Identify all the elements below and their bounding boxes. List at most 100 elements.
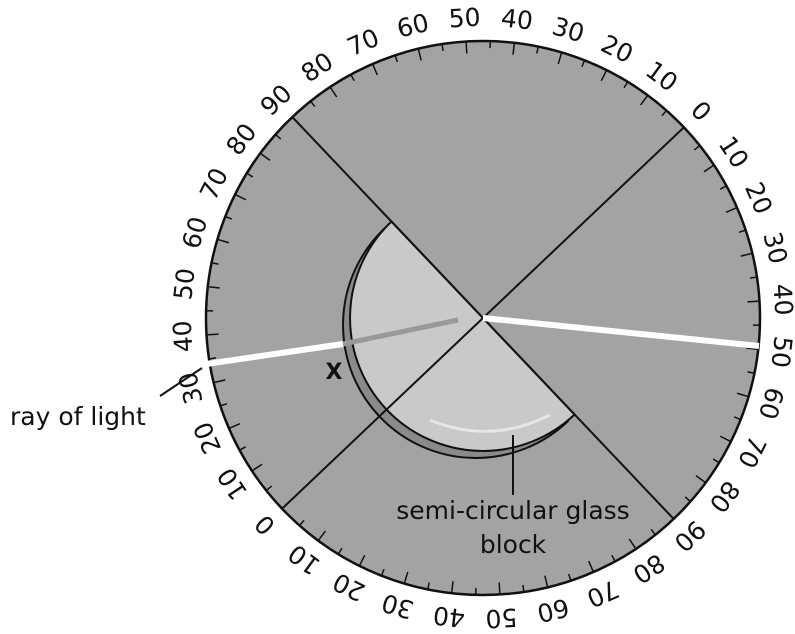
scale-tick — [371, 63, 379, 76]
scale-tick — [725, 206, 738, 214]
scale-tick — [600, 69, 608, 82]
scale-label: 50 — [485, 602, 519, 633]
scale-tick — [611, 554, 616, 562]
scale-tick — [623, 81, 629, 89]
scale-tick — [207, 285, 220, 289]
scale-label: 20 — [739, 178, 778, 219]
scale-label: 80 — [628, 548, 671, 590]
scale-label: 60 — [394, 8, 432, 44]
scale-label: 0 — [249, 509, 281, 541]
scale-tick — [747, 371, 755, 374]
ray-label: ray of light — [10, 402, 146, 431]
scale-label: 10 — [713, 131, 755, 174]
scale-tick — [736, 392, 749, 398]
scale-tick — [259, 152, 271, 161]
scale-tick — [695, 475, 707, 484]
scale-tick — [719, 185, 727, 190]
scale-tick — [298, 519, 305, 526]
scale-tick — [557, 52, 563, 65]
scale-label: 60 — [176, 213, 213, 252]
scale-tick — [403, 571, 409, 584]
scale-tick — [228, 422, 241, 430]
refracted-ray — [342, 317, 459, 347]
scale-tick — [738, 229, 746, 234]
scale-label: 70 — [582, 574, 623, 613]
scale-label: 40 — [500, 3, 535, 35]
scale-tick — [684, 496, 691, 503]
scale-label: 20 — [328, 567, 369, 607]
scale-tick — [239, 446, 247, 451]
scale-tick — [246, 172, 254, 178]
scale-label: 70 — [343, 23, 384, 62]
scale-tick — [337, 547, 343, 555]
scale-label: 60 — [753, 384, 790, 423]
scale-tick — [650, 528, 657, 536]
scale-tick — [747, 300, 760, 303]
scale-label: 90 — [668, 515, 711, 558]
scale-tick — [350, 74, 355, 82]
scale-tick — [275, 133, 282, 140]
emergent-ray — [482, 315, 760, 349]
scale-tick — [380, 568, 385, 577]
scale-label: 80 — [296, 47, 339, 89]
scale-tick — [640, 94, 649, 106]
scale-label: 30 — [549, 11, 588, 48]
scale-label: 20 — [596, 29, 637, 69]
scale-tick — [712, 458, 720, 464]
scale-label: 40 — [168, 320, 199, 354]
scale-tick — [512, 42, 516, 55]
scale-tick — [441, 43, 444, 52]
scale-tick — [450, 581, 454, 594]
scale-tick — [211, 262, 219, 265]
scale-tick — [498, 582, 501, 595]
scale-label: 40 — [432, 600, 467, 632]
scale-tick — [536, 46, 539, 54]
scale-tick — [703, 164, 715, 173]
scale-tick — [544, 575, 549, 588]
scale-tick — [213, 379, 226, 384]
scale-label: 90 — [255, 79, 298, 122]
scale-tick — [358, 554, 366, 567]
block-label: block — [480, 530, 547, 559]
scale-label: 50 — [765, 335, 795, 370]
scale-tick — [417, 48, 422, 61]
scale-label: 50 — [448, 3, 482, 34]
scale-tick — [746, 347, 759, 351]
scale-tick — [628, 538, 637, 550]
scale-label: 10 — [283, 538, 326, 580]
scale-label: 30 — [173, 369, 209, 407]
scale-label: 70 — [194, 163, 234, 204]
scale-tick — [217, 238, 230, 244]
scale-label: 80 — [703, 475, 745, 518]
scale-label: 10 — [640, 55, 683, 97]
ray-leader — [159, 367, 203, 397]
scale-tick — [208, 357, 217, 360]
scale-tick — [224, 215, 233, 220]
scale-label: 50 — [168, 267, 200, 302]
scale-tick — [581, 59, 586, 68]
scale-tick — [522, 584, 525, 593]
scale-tick — [206, 333, 219, 336]
scale-tick — [329, 86, 338, 98]
scale-tick — [309, 100, 316, 108]
scale-label: 70 — [732, 431, 772, 472]
scale-tick — [693, 144, 701, 151]
scale-tick — [251, 463, 263, 472]
scale-tick — [234, 193, 247, 201]
scale-tick — [220, 402, 228, 407]
point-label: X — [326, 360, 343, 385]
scale-tick — [661, 110, 668, 117]
glass-block — [349, 220, 576, 452]
scale-tick — [733, 416, 742, 421]
scale-label: 60 — [534, 592, 572, 628]
block-label: semi-circular glass — [396, 496, 629, 525]
scale-label: 30 — [757, 229, 793, 267]
scale-label: 80 — [220, 118, 262, 161]
scale-tick — [749, 276, 758, 279]
scale-tick — [587, 560, 595, 573]
scale-tick — [265, 485, 273, 492]
scale-label: 40 — [767, 283, 795, 317]
scale-label: 0 — [685, 95, 717, 127]
scale-tick — [317, 530, 326, 542]
